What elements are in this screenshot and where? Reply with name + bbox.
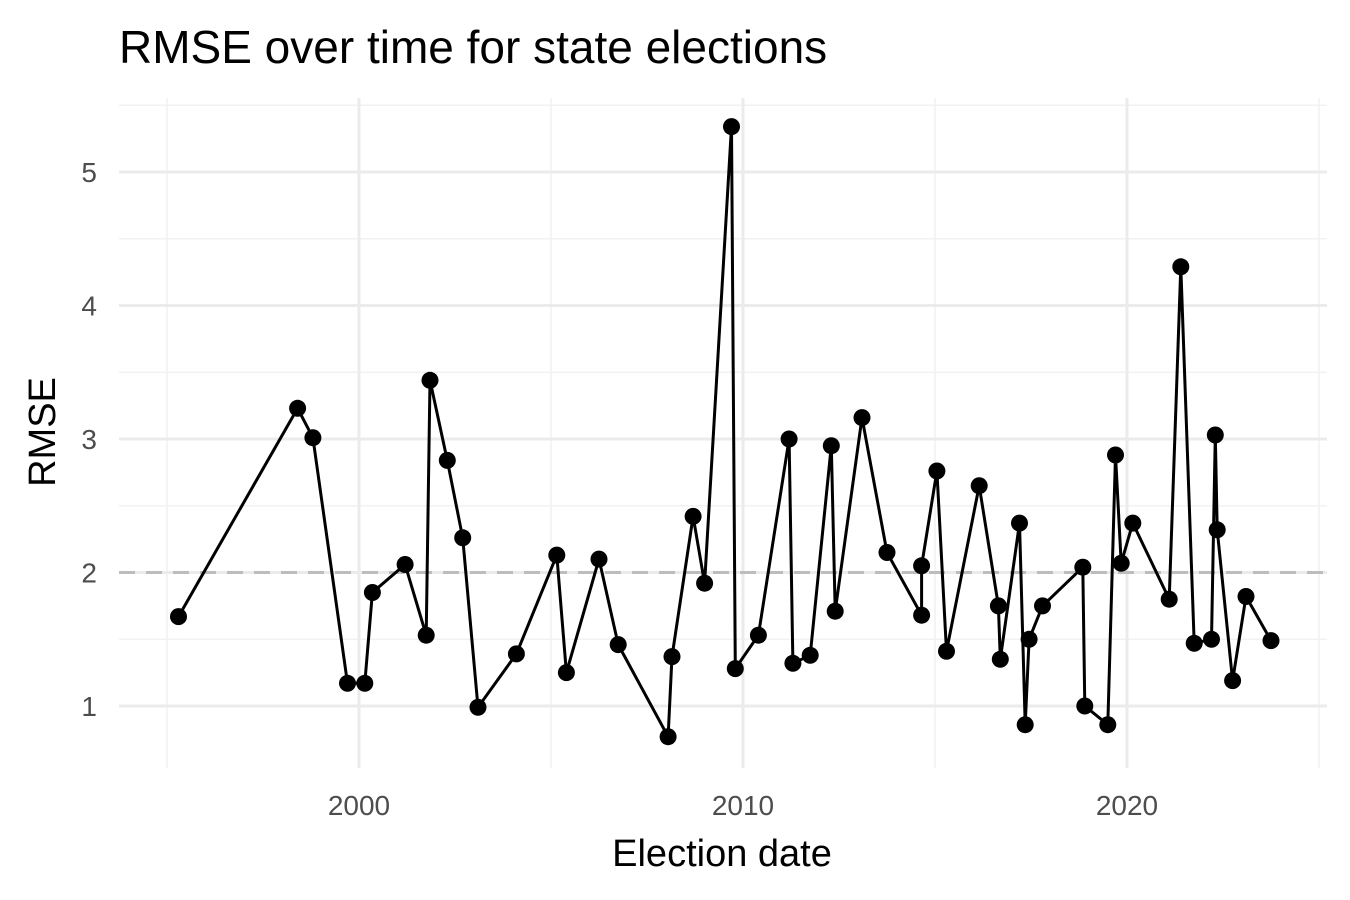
data-point [170,608,187,626]
x-tick-label: 2020 [1096,790,1158,821]
data-point [1206,426,1224,444]
y-axis-ticks: 1 2 3 4 5 [81,157,97,722]
data-point [363,584,381,601]
data-point [304,429,322,447]
data-point [780,430,798,448]
data-point [726,660,744,678]
data-point [1034,597,1051,615]
data-point [417,626,435,644]
data-point [1099,716,1117,734]
data-point [989,597,1007,615]
data-point [991,650,1009,668]
grid [119,98,1327,768]
data-point [1020,630,1038,648]
x-tick-label: 2000 [328,790,390,821]
data-point [1124,514,1142,532]
data-point [1160,590,1178,608]
rmse-series-line [177,125,1273,739]
data-point [822,437,840,455]
data-point [454,529,472,547]
y-tick-label: 3 [81,424,97,455]
data-point [548,546,566,564]
x-tick-label: 2010 [712,790,774,821]
data-point [970,477,988,495]
y-axis-title: RMSE [22,377,64,487]
data-point [609,636,627,654]
data-point [878,544,896,561]
chart-title: RMSE over time for state elections [119,21,827,73]
data-point [723,118,740,136]
data-point [1112,554,1130,572]
data-point [469,698,487,716]
data-point [696,574,714,592]
data-point [913,606,931,624]
data-point [1011,514,1028,532]
data-point [557,664,575,682]
data-point [1208,521,1226,539]
data-point [1076,697,1094,715]
x-axis-title: Election date [612,833,832,875]
data-point [356,674,374,692]
x-axis-ticks: 2000 2010 2020 [328,790,1158,821]
data-point [938,642,955,660]
data-point [289,399,307,417]
y-tick-label: 4 [81,291,97,322]
data-point [1203,630,1220,648]
data-point [1107,446,1124,464]
data-point [928,462,946,480]
data-point [826,602,844,620]
data-points [170,118,1280,746]
data-point [913,557,931,575]
data-point [749,626,767,644]
data-point [1172,258,1190,276]
data-point [1185,634,1203,652]
y-tick-label: 5 [81,157,97,188]
data-point [853,409,871,427]
data-point [1016,716,1034,734]
data-point [507,645,525,663]
data-point [396,556,414,573]
data-point [784,654,802,672]
y-tick-label: 2 [81,558,97,589]
data-point [801,646,819,664]
data-point [684,507,702,525]
data-point [1224,672,1242,690]
data-point [339,674,356,692]
data-point [438,451,456,469]
data-point [1237,588,1255,605]
data-point [590,550,608,568]
data-point [421,371,439,389]
data-point [1262,632,1280,650]
data-point [1074,558,1092,576]
data-point [663,648,681,666]
data-point [659,728,677,746]
y-tick-label: 1 [81,691,97,722]
